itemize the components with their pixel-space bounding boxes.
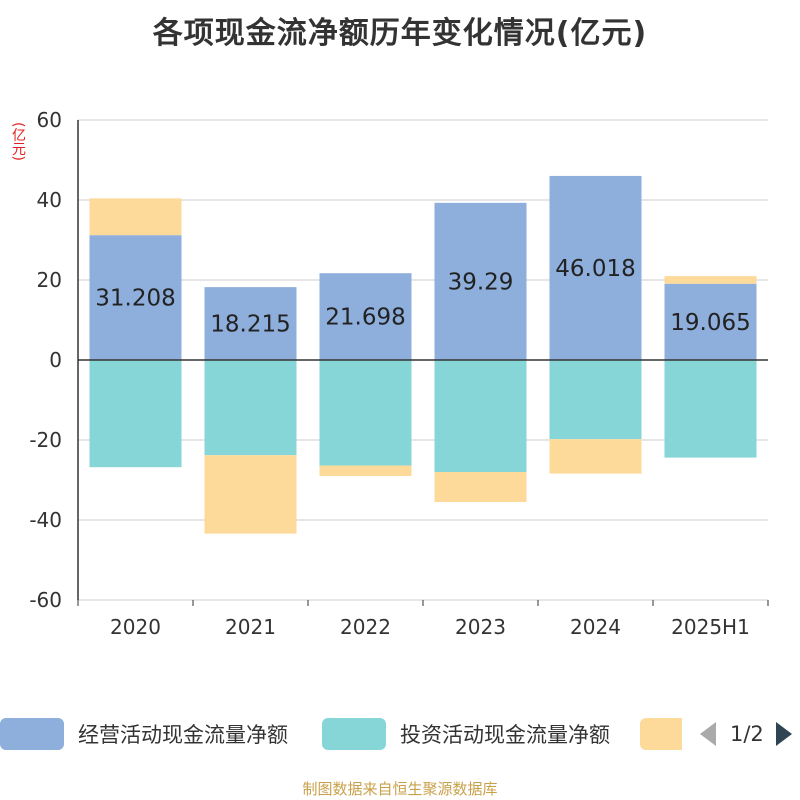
y-tick-label: -40 bbox=[29, 508, 62, 532]
data-label: 21.698 bbox=[325, 305, 405, 331]
y-tick-label: 0 bbox=[49, 348, 62, 372]
bar-series1-2024 bbox=[549, 360, 642, 440]
legend-swatch-financing bbox=[640, 718, 682, 750]
bar-series0-2023 bbox=[434, 202, 527, 360]
legend-item-operating[interactable]: 经营活动现金流量净额 bbox=[0, 712, 288, 756]
x-tick-label: 2023 bbox=[455, 615, 506, 639]
x-tick-label: 2025H1 bbox=[671, 615, 750, 639]
bar-series2-2024 bbox=[549, 439, 642, 474]
bar-series1-2025H1 bbox=[664, 360, 757, 458]
legend-item-financing[interactable] bbox=[640, 712, 682, 756]
bar-series1-2021 bbox=[204, 360, 297, 456]
x-tick-label: 2024 bbox=[570, 615, 621, 639]
bar-series1-2020 bbox=[89, 360, 182, 468]
bar-series2-2021 bbox=[204, 455, 297, 534]
bar-series0-2022 bbox=[319, 273, 412, 360]
bar-series2-2020 bbox=[89, 198, 182, 236]
y-tick-label: 20 bbox=[37, 268, 62, 292]
legend-page-indicator: 1/2 bbox=[730, 722, 764, 746]
bar-series0-2024 bbox=[549, 175, 642, 360]
data-label: 18.215 bbox=[210, 312, 290, 338]
bar-series2-2023 bbox=[434, 472, 527, 502]
y-tick-label: -60 bbox=[29, 588, 62, 612]
bar-series0-2020 bbox=[89, 235, 182, 360]
legend-swatch-investing bbox=[322, 718, 386, 750]
y-tick-label: -20 bbox=[29, 428, 62, 452]
data-label: 19.065 bbox=[670, 310, 750, 336]
legend-label-investing: 投资活动现金流量净额 bbox=[400, 723, 610, 747]
x-tick-label: 2022 bbox=[340, 615, 391, 639]
x-tick-label: 2021 bbox=[225, 615, 276, 639]
legend-swatch-operating bbox=[0, 718, 64, 750]
legend-label-operating: 经营活动现金流量净额 bbox=[78, 723, 288, 747]
y-tick-label: 40 bbox=[37, 188, 62, 212]
bar-series1-2022 bbox=[319, 360, 412, 466]
source-note: 制图数据来自恒生聚源数据库 bbox=[302, 780, 498, 798]
legend-item-investing[interactable]: 投资活动现金流量净额 bbox=[322, 712, 610, 756]
legend-prev-page-icon[interactable] bbox=[700, 722, 716, 746]
data-label: 39.29 bbox=[448, 269, 514, 295]
data-label: 46.018 bbox=[555, 256, 635, 282]
bar-series2-2022 bbox=[319, 465, 412, 476]
legend-pager: 1/2 bbox=[700, 712, 792, 756]
data-label: 31.208 bbox=[95, 286, 175, 312]
chart-title: 各项现金流净额历年变化情况(亿元) bbox=[152, 16, 648, 51]
bar-series0-2021 bbox=[204, 287, 297, 360]
legend: 经营活动现金流量净额 投资活动现金流量净额 1/2 bbox=[0, 712, 800, 756]
bar-series2-2025H1 bbox=[664, 276, 757, 284]
y-axis-unit-label: (亿元) bbox=[10, 122, 26, 161]
chart-plot: 60 40 20 0 -20 -40 -60 31.208 18.215 21.698 39.29 4… bbox=[29, 108, 769, 639]
y-tick-label: 60 bbox=[37, 108, 62, 132]
x-tick-label: 2020 bbox=[110, 615, 161, 639]
legend-next-page-icon[interactable] bbox=[775, 722, 792, 746]
bar-series0-2025H1 bbox=[664, 283, 757, 360]
bar-series1-2023 bbox=[434, 360, 527, 472]
